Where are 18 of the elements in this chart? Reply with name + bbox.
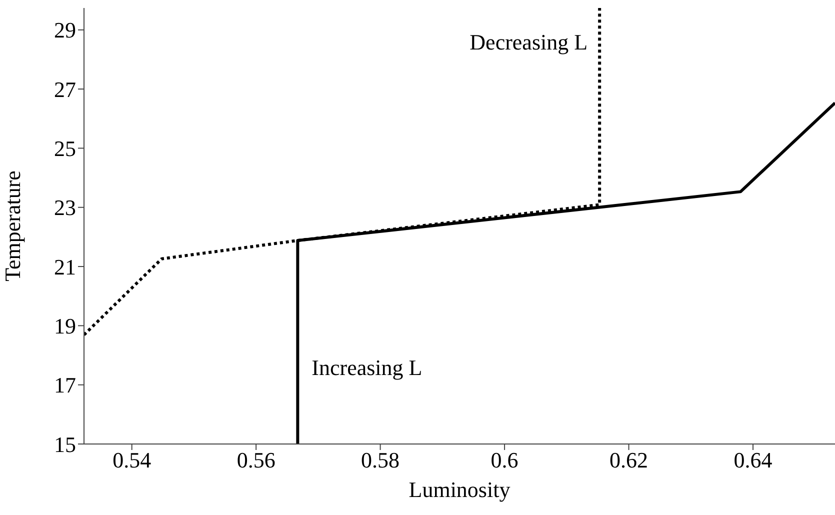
y-tick-label: 15 xyxy=(54,432,76,457)
y-tick-label: 17 xyxy=(54,372,76,398)
y-tick-label: 29 xyxy=(54,18,76,43)
y-axis-title: Temperature xyxy=(0,170,25,282)
y-tick-label: 25 xyxy=(54,136,76,162)
x-tick-label: 0.58 xyxy=(361,448,400,473)
y-tick-label: 23 xyxy=(54,195,76,220)
x-tick-label: 0.64 xyxy=(734,448,772,473)
x-tick-label: 0.56 xyxy=(236,448,276,473)
x-tick-label: 0.6 xyxy=(490,448,518,473)
x-axis-title: Luminosity xyxy=(408,477,510,502)
y-tick-label: 21 xyxy=(54,254,76,280)
y-tick-label: 19 xyxy=(54,313,76,338)
x-tick-label: 0.62 xyxy=(610,448,648,473)
x-tick-label: 0.54 xyxy=(112,448,152,473)
annotation: Decreasing L xyxy=(470,30,588,55)
y-tick-label: 27 xyxy=(54,76,76,102)
annotation: Increasing L xyxy=(312,355,422,380)
